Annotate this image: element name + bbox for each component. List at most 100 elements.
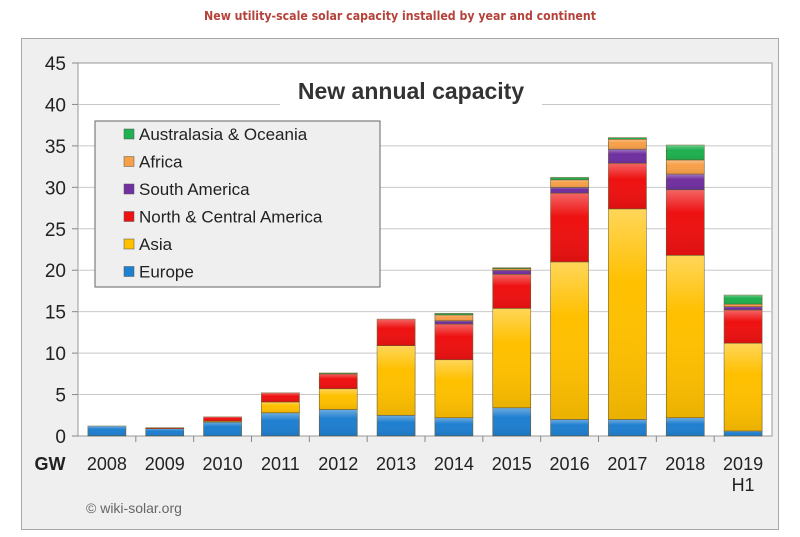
chart-title-bg [280,74,542,108]
bar-highlight [145,428,184,436]
bar-stack-2016 [550,177,589,437]
bar-highlight [550,187,589,194]
legend-swatch [123,211,135,222]
bar-highlight [434,314,473,321]
x-tick-label: 2013 [376,454,416,474]
bar-highlight [492,274,531,309]
bar-highlight [434,320,473,325]
bar-highlight [203,421,242,423]
bar-highlight [261,392,300,403]
bar-stack-2012 [318,372,358,437]
x-tick-label: 2014 [434,454,474,474]
y-tick-label: 0 [55,427,66,448]
y-tick-label: 15 [45,303,66,324]
legend-label: Asia [139,235,173,254]
bar-highlight [608,139,647,150]
y-tick-label: 10 [45,344,66,365]
bar-highlight [550,177,589,180]
bar-highlight [319,373,358,389]
bar-stack-2014 [434,313,474,437]
x-tick-label: 2009 [145,454,185,474]
bar-highlight [550,179,589,188]
legend-swatch [123,156,135,167]
bar-highlight [145,427,184,429]
legend-label: Europe [139,263,194,282]
legend-label: Australasia & Oceania [139,125,308,144]
bar-stack-2013 [376,318,416,437]
bar-highlight [434,417,473,436]
bar-highlight [724,310,763,344]
bar-highlight [608,208,647,420]
legend-swatch [123,128,135,140]
bar-stack-2008 [87,425,127,437]
x-tick-label: 2018 [665,454,705,474]
bar-stack-2009 [145,427,185,437]
legend: Australasia & Oceania Africa South America… [94,120,381,288]
bar-highlight [434,324,473,360]
bar-highlight [550,419,589,436]
x-tick-label: 2012 [318,454,358,474]
bar-highlight [666,145,705,160]
bar-highlight [724,431,763,436]
bar-highlight [608,149,647,164]
legend-label: Africa [139,153,183,172]
x-tick-label: 2016 [550,454,590,474]
bar-highlight [492,268,531,271]
y-tick-label: 45 [45,54,66,75]
legend-label: North & Central America [139,208,323,227]
bar-highlight [724,295,763,305]
bar-highlight [666,174,705,190]
bar-highlight [608,137,647,140]
bar-stack-2017 [608,137,647,437]
y-tick-label: 25 [45,220,66,241]
bar-stack-2018 [665,144,705,437]
y-tick-label: 35 [45,137,66,158]
bar-highlight [666,159,705,175]
bar-highlight [550,193,589,262]
bar-highlight [666,255,705,418]
bar-stack-2019-H1 [723,294,763,437]
y-tick-label: 20 [45,261,66,282]
y-tick-label: 30 [45,178,66,199]
bar-stack-2010 [203,416,242,437]
bar-highlight [203,416,242,422]
bar-highlight [492,407,531,436]
x-tick-label: 2015 [492,454,532,474]
bar-highlight [319,409,358,436]
bar-highlight [377,415,416,436]
x-tick-label: 2008 [87,454,127,474]
chart-title: New annual capacity [298,78,524,104]
legend-swatch [123,266,135,277]
bar-highlight [608,163,647,209]
credit: © wiki-solar.org [86,500,182,516]
bar-highlight [203,421,242,436]
legend-swatch [123,183,135,195]
bar-highlight [319,388,358,410]
bar-highlight [492,308,531,408]
x-tick-label: 2010 [203,454,243,474]
bar-highlight [377,345,416,416]
bar-highlight [492,270,531,275]
x-tick-label: 2019 H1 [723,454,763,495]
bar-highlight [261,402,300,413]
bar-highlight [724,343,763,432]
bar-highlight [261,412,300,436]
legend-label: South America [139,180,250,199]
bar-highlight [666,189,705,256]
bar-highlight [608,419,647,436]
bar-stack-2015 [492,267,532,437]
page-title: New utility-scale solar capacity install… [204,8,596,23]
bar-stack-2011 [261,392,300,437]
legend-swatch [123,238,135,250]
y-tick-label: 40 [45,95,66,116]
bar-highlight [319,373,358,375]
bar-highlight [434,359,473,418]
y-unit-label: GW [35,454,66,474]
bar-highlight [377,319,416,346]
x-tick-label: 2017 [607,454,647,474]
bar-highlight [724,304,763,307]
bar-highlight [492,267,531,269]
bar-highlight [434,313,473,315]
y-tick-label: 5 [55,386,66,407]
